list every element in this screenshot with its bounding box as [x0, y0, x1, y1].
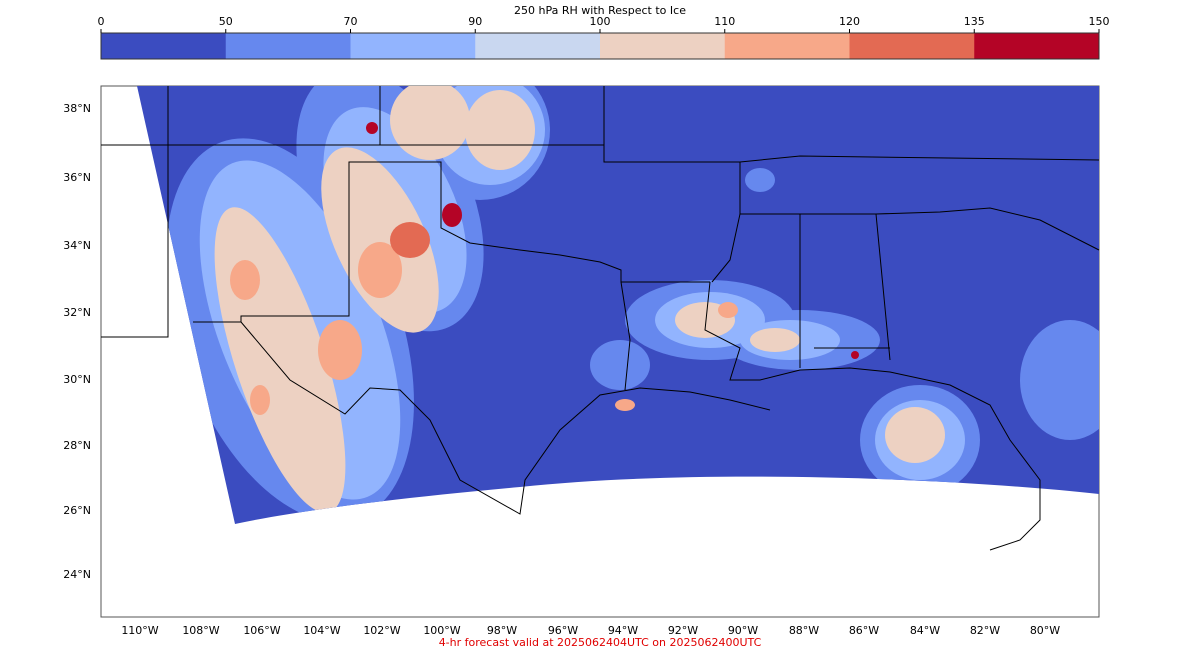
colorbar-tick-label: 150 — [1089, 15, 1110, 28]
lon-label: 86°W — [849, 624, 879, 637]
humidity-region — [885, 407, 945, 463]
lat-label: 32°N — [63, 306, 91, 319]
colorbar-tick-label: 50 — [219, 15, 233, 28]
colorbar-segment — [974, 33, 1100, 59]
state-borders — [101, 86, 1100, 551]
colorbar-tick-label: 135 — [964, 15, 985, 28]
lon-label: 88°W — [789, 624, 819, 637]
humidity-region — [358, 242, 402, 298]
colorbar-title: 250 hPa RH with Respect to Ice — [514, 4, 686, 17]
humidity-region — [750, 328, 800, 352]
humidity-region — [390, 86, 470, 160]
humidity-region — [718, 302, 738, 318]
lon-label: 100°W — [423, 624, 460, 637]
lon-label: 80°W — [1030, 624, 1060, 637]
humidity-region — [321, 147, 439, 333]
humidity-region — [230, 260, 260, 300]
lon-label: 98°W — [487, 624, 517, 637]
lat-label: 38°N — [63, 102, 91, 115]
lon-label: 84°W — [910, 624, 940, 637]
lon-label: 102°W — [363, 624, 400, 637]
humidity-region — [465, 90, 535, 170]
colorbar-tick-label: 100 — [590, 15, 611, 28]
humidity-region — [366, 122, 378, 134]
humidity-field — [166, 86, 1099, 522]
lat-label: 30°N — [63, 373, 91, 386]
colorbar-segment — [101, 33, 227, 59]
colorbar-tick-label: 90 — [468, 15, 482, 28]
forecast-footer: 4-hr forecast valid at 2025062404UTC on … — [439, 636, 762, 649]
colorbar-tick-label: 0 — [98, 15, 105, 28]
humidity-region — [250, 385, 270, 415]
humidity-region — [318, 320, 362, 380]
humidity-region — [851, 351, 859, 359]
latitude-labels: 38°N 36°N 34°N 32°N 30°N 28°N 26°N 24°N — [63, 102, 91, 581]
lon-label: 96°W — [548, 624, 578, 637]
colorbar-segment — [724, 33, 850, 59]
lon-label: 92°W — [668, 624, 698, 637]
lat-label: 36°N — [63, 171, 91, 184]
colorbar: 0 50 70 90 100 110 120 135 150 — [98, 15, 1110, 60]
lon-label: 108°W — [182, 624, 219, 637]
colorbar-segment — [225, 33, 351, 59]
lon-label: 82°W — [970, 624, 1000, 637]
lon-label: 110°W — [121, 624, 158, 637]
lon-label: 90°W — [728, 624, 758, 637]
humidity-region — [745, 168, 775, 192]
colorbar-tick-label: 70 — [344, 15, 358, 28]
lon-label: 104°W — [303, 624, 340, 637]
humidity-region — [615, 399, 635, 411]
humidity-region — [1020, 320, 1099, 440]
humidity-region — [390, 222, 430, 258]
humidity-region — [590, 340, 650, 390]
longitude-labels: 110°W 108°W 106°W 104°W 102°W 100°W 98°W 96°W 94… — [121, 624, 1060, 637]
colorbar-segment — [849, 33, 975, 59]
colorbar-tick-label: 110 — [714, 15, 735, 28]
colorbar-segment — [350, 33, 476, 59]
lon-label: 94°W — [608, 624, 638, 637]
lat-label: 28°N — [63, 439, 91, 452]
lat-label: 34°N — [63, 239, 91, 252]
colorbar-segment — [475, 33, 601, 59]
colorbar-segment — [600, 33, 726, 59]
humidity-region — [442, 203, 462, 227]
lat-label: 24°N — [63, 568, 91, 581]
lat-label: 26°N — [63, 504, 91, 517]
colorbar-tick-label: 120 — [839, 15, 860, 28]
lon-label: 106°W — [243, 624, 280, 637]
